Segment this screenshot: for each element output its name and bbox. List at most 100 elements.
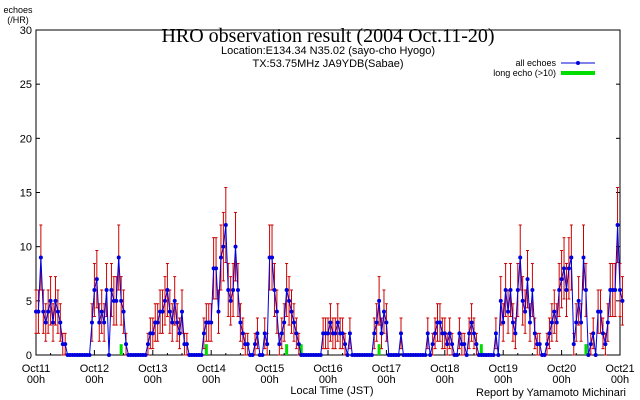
y-tick-label: 0 xyxy=(26,350,32,362)
all-echoes-point xyxy=(201,331,206,336)
all-echoes-point xyxy=(369,353,374,357)
all-echoes-point xyxy=(513,331,518,336)
all-echoes-point xyxy=(287,298,292,303)
all-echoes-point xyxy=(199,353,204,357)
all-echoes-point xyxy=(250,353,255,357)
all-echoes-point xyxy=(515,288,520,292)
all-echoes-point xyxy=(114,298,119,303)
x-tick-label-time: 00h xyxy=(27,374,45,386)
long-echo-bar xyxy=(584,344,588,355)
y-axis-label-unit: (/HR) xyxy=(7,15,29,25)
all-echoes-point xyxy=(162,298,167,303)
all-echoes-point xyxy=(559,277,564,282)
all-echoes-point xyxy=(335,320,340,325)
all-echoes-point xyxy=(260,353,265,357)
x-axis: Oct1100hOct1200hOct1300hOct1400hOct1500h… xyxy=(22,350,635,386)
all-echoes-point xyxy=(102,320,107,325)
x-tick-label-time: 00h xyxy=(144,374,162,386)
x-tick-label-time: 00h xyxy=(377,374,395,386)
legend-label-all-echoes: all echoes xyxy=(515,58,556,68)
y-tick-label: 30 xyxy=(20,25,32,37)
all-echoes-point xyxy=(55,309,60,314)
legend-label-long-echo: long echo (>10) xyxy=(493,68,556,78)
all-echoes-point xyxy=(428,353,433,357)
chart-subtitle-transmitter: TX:53.75MHz JA9YDB(Sabae) xyxy=(252,58,403,70)
all-echoes-point xyxy=(498,298,503,303)
all-echoes-point xyxy=(503,288,508,292)
all-echoes-point xyxy=(384,320,389,325)
all-echoes-point xyxy=(318,353,323,357)
all-echoes-point xyxy=(508,288,513,292)
all-echoes-point xyxy=(238,320,243,325)
long-echo-bar xyxy=(479,344,483,355)
all-echoes-point xyxy=(377,298,382,303)
all-echoes-point xyxy=(615,223,620,227)
all-echoes-point xyxy=(447,331,452,336)
all-echoes-point xyxy=(374,320,379,325)
report-credit: Report by Yamamoto Michinari xyxy=(476,387,626,399)
all-echoes-point xyxy=(542,353,547,357)
all-echoes-point xyxy=(218,255,223,260)
all-echoes-point xyxy=(442,331,447,336)
all-echoes-point xyxy=(510,320,515,325)
all-echoes-point xyxy=(549,320,554,325)
long-echo-bar xyxy=(299,344,303,355)
all-echoes-point xyxy=(613,288,618,292)
all-echoes-point xyxy=(145,342,150,347)
all-echoes-point xyxy=(235,288,240,292)
legend-marker-all-echoes xyxy=(576,61,580,65)
all-echoes-point xyxy=(343,342,348,347)
all-echoes-point xyxy=(532,331,537,336)
all-echoes-point xyxy=(564,288,569,292)
all-echoes-point xyxy=(381,309,386,314)
all-echoes-point xyxy=(437,320,442,325)
all-echoes-point xyxy=(457,331,462,336)
all-echoes-point xyxy=(41,309,46,314)
all-echoes-point xyxy=(496,353,501,357)
all-echoes-point xyxy=(46,309,51,314)
x-tick-label-day: Oct14 xyxy=(197,363,226,375)
all-echoes-point xyxy=(124,342,129,347)
x-tick-label-time: 00h xyxy=(319,374,337,386)
all-echoes-point xyxy=(87,353,92,357)
x-tick-label-time: 00h xyxy=(611,374,629,386)
all-echoes-point xyxy=(89,320,94,325)
y-tick-label: 15 xyxy=(20,188,32,200)
x-tick-label-day: Oct13 xyxy=(138,363,167,375)
all-echoes-point xyxy=(474,342,479,347)
all-echoes-point xyxy=(167,309,172,314)
all-echoes-point xyxy=(51,320,56,325)
all-echoes-point xyxy=(600,331,605,336)
all-echoes-point xyxy=(274,309,279,314)
x-tick-label-day: Oct17 xyxy=(372,363,401,375)
all-echoes-point xyxy=(272,288,277,292)
all-echoes-point xyxy=(591,331,596,336)
all-echoes-point xyxy=(172,298,177,303)
all-echoes-point xyxy=(109,288,114,292)
all-echoes-point xyxy=(620,298,625,303)
all-echoes-point xyxy=(155,320,160,325)
all-echoes-point xyxy=(469,320,474,325)
all-echoes-point xyxy=(255,331,260,336)
long-echo-bars xyxy=(119,344,588,355)
all-echoes-point xyxy=(562,266,567,271)
all-echoes-point xyxy=(379,331,384,336)
x-tick-label-day: Oct20 xyxy=(547,363,576,375)
all-echoes-point xyxy=(221,244,226,249)
all-echoes-point xyxy=(430,342,435,347)
x-tick-label-time: 00h xyxy=(552,374,570,386)
all-echoes-point xyxy=(552,309,557,314)
all-echoes-point xyxy=(291,320,296,325)
long-echo-bar xyxy=(377,344,381,355)
all-echoes-point xyxy=(423,353,428,357)
x-tick-label-time: 00h xyxy=(202,374,220,386)
all-echoes-point xyxy=(501,320,506,325)
all-echoes-point xyxy=(119,298,124,303)
all-echoes-point xyxy=(462,342,467,347)
all-echoes-point xyxy=(289,309,294,314)
all-echoes-point xyxy=(581,255,586,260)
all-echoes-point xyxy=(557,288,562,292)
all-echoes-point xyxy=(530,288,535,292)
all-echoes-point xyxy=(493,331,498,336)
all-echoes-point xyxy=(333,331,338,336)
